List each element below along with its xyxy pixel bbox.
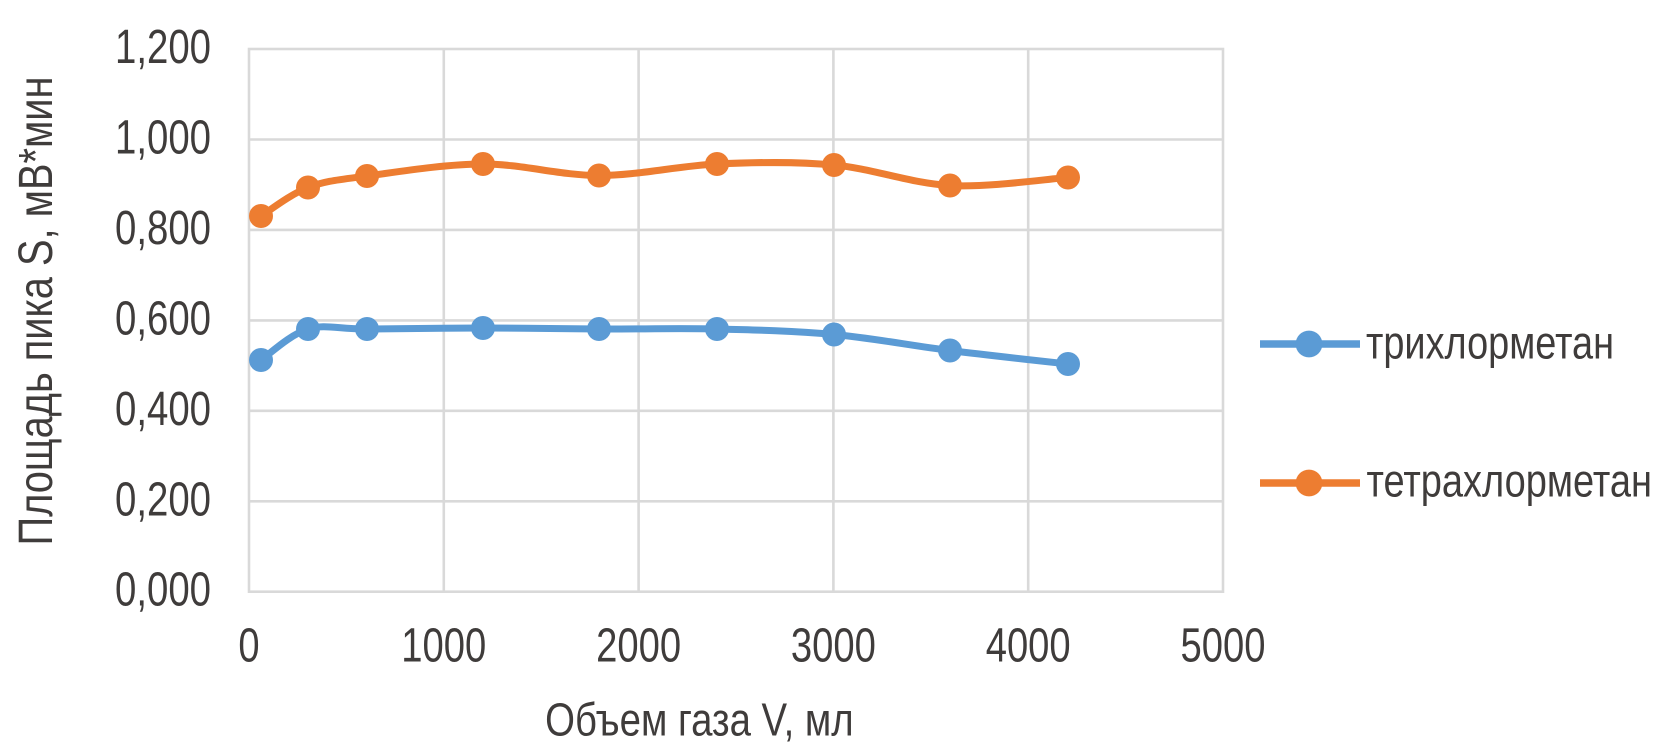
svg-text:Площадь пика S, мВ*мин: Площадь пика S, мВ*мин <box>10 77 63 546</box>
svg-text:1,200: 1,200 <box>115 20 211 74</box>
svg-text:1000: 1000 <box>401 619 486 673</box>
svg-text:0,400: 0,400 <box>115 382 211 436</box>
svg-text:Объем газа V, мл: Объем газа V, мл <box>545 694 854 746</box>
svg-text:4000: 4000 <box>986 619 1071 673</box>
svg-text:2000: 2000 <box>596 619 681 673</box>
svg-text:трихлорметан: трихлорметан <box>1366 317 1614 369</box>
svg-text:3000: 3000 <box>791 619 876 673</box>
svg-text:0: 0 <box>238 619 259 673</box>
svg-text:0,000: 0,000 <box>115 563 211 617</box>
svg-text:0,600: 0,600 <box>115 291 211 345</box>
svg-text:0,800: 0,800 <box>115 201 211 255</box>
svg-text:тетрахлорметан: тетрахлорметан <box>1367 455 1653 507</box>
svg-text:1,000: 1,000 <box>115 111 211 165</box>
svg-text:5000: 5000 <box>1181 619 1266 673</box>
svg-text:0,200: 0,200 <box>115 472 211 526</box>
